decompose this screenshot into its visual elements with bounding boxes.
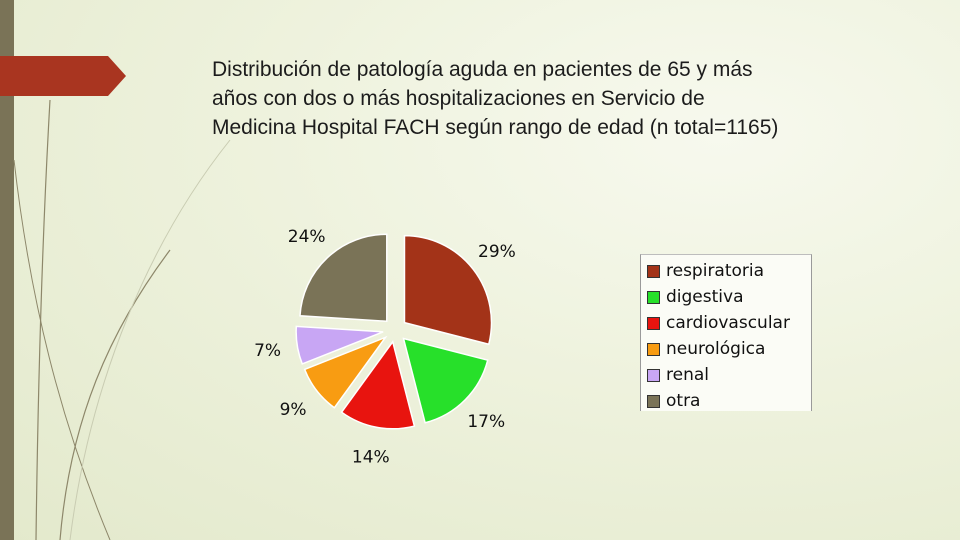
left-accent-bar (0, 0, 14, 540)
legend-swatch (647, 368, 660, 382)
legend-item: cardiovascular (647, 310, 811, 336)
legend-label: digestiva (666, 287, 744, 307)
legend-swatch (647, 342, 660, 356)
chart-legend: respiratoria digestiva cardiovascular neuro… (640, 254, 812, 411)
pie-slice-1 (402, 337, 489, 424)
legend-swatch (647, 394, 660, 408)
legend-swatch (647, 264, 660, 278)
slide-title: Distribución de patología aguda en pacie… (212, 58, 779, 139)
pie-slice-0 (403, 234, 493, 346)
slice-label-2: 14% (352, 448, 390, 468)
legend-label: renal (666, 365, 709, 385)
legend-item: renal (647, 362, 811, 388)
legend-item: otra (647, 388, 811, 414)
pie-slice-5 (299, 233, 388, 323)
legend-item: digestiva (647, 284, 811, 310)
pie-slice-4 (295, 325, 384, 365)
legend-swatch (647, 290, 660, 304)
slice-label-0: 29% (478, 242, 516, 262)
legend-label: otra (666, 391, 701, 411)
legend-item: neurológica (647, 336, 811, 362)
pie-slice-3 (303, 335, 388, 409)
legend-swatch (647, 316, 660, 330)
legend-label: respiratoria (666, 261, 765, 281)
legend-item: respiratoria (647, 258, 811, 284)
title-tab-arrow (0, 56, 126, 96)
slice-label-3: 9% (280, 400, 307, 420)
legend-label: neurológica (666, 339, 766, 359)
slice-label-1: 17% (467, 412, 505, 432)
slice-label-5: 24% (288, 227, 326, 247)
pie-chart: 29% 17% 14% 9% 7% 24% (254, 227, 516, 468)
decorative-lines (13, 99, 231, 540)
slice-label-4: 7% (254, 341, 281, 361)
legend-label: cardiovascular (666, 313, 790, 333)
pie-slice-2 (340, 340, 416, 430)
